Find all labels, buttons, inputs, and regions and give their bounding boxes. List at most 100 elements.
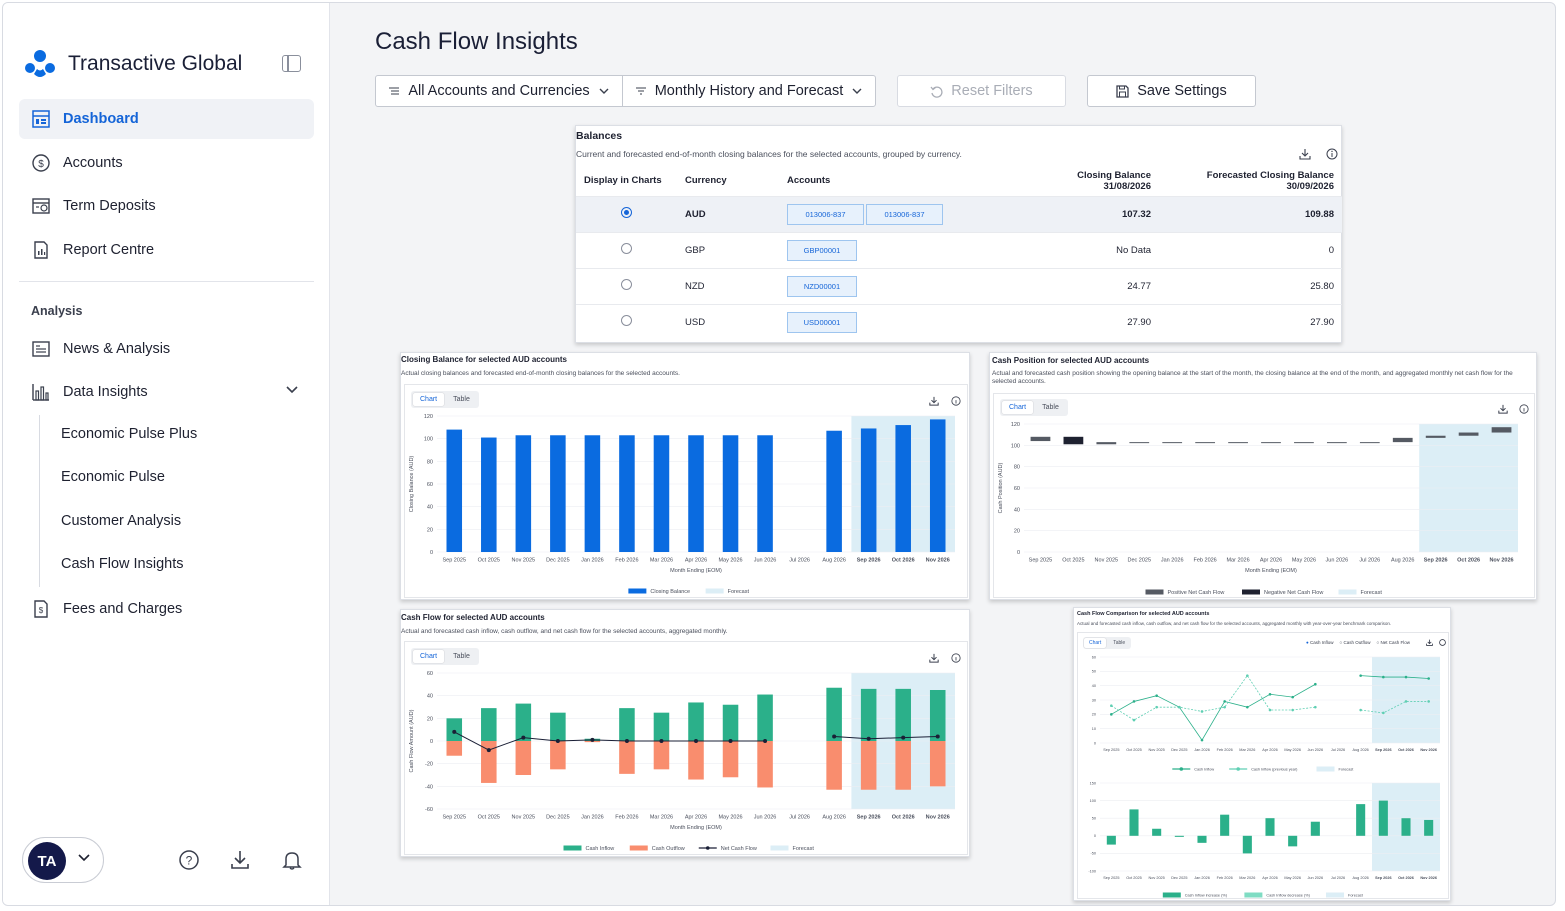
info-icon[interactable] [951,653,961,663]
table-row[interactable]: NZD NZD00001 24.77 25.80 [576,267,1342,304]
y-tick-label: -60 [425,807,433,813]
inflow-bar [757,694,773,741]
nav-accounts[interactable]: $ Accounts [19,143,314,183]
account-chip[interactable]: USD00001 [787,311,857,333]
account-chip[interactable]: 013006-837 [866,203,943,225]
legend-label: Closing Balance [650,589,690,595]
sidebar: Transactive Global Dashboard $ Accounts … [3,3,330,905]
save-settings-button[interactable]: Save Settings [1087,75,1256,107]
nav-term-deposits[interactable]: Term Deposits [19,186,314,226]
table-row[interactable]: USD USD00001 27.90 27.90 [576,303,1342,340]
tab-table[interactable]: Table [1113,640,1126,646]
legend-swatch [628,588,647,594]
help-icon[interactable]: ? [178,849,200,871]
nav-news-analysis[interactable]: News & Analysis [19,329,314,369]
net-flow-point [590,737,595,742]
nav-fees-charges[interactable]: $ Fees and Charges [19,589,314,629]
reset-filters-button[interactable]: Reset Filters [897,75,1066,107]
info-icon[interactable] [1519,404,1529,414]
compare-line-chart: 0 10 20 30 40 50 60 Sep 2025 Oct 2025 Nov 2025 Dec… [1092,655,1440,772]
account-chip[interactable]: GBP00001 [787,239,857,261]
compare-series-radios: ● Cash Inflow ○ Cash Outflow ○ Net Cash … [1306,640,1410,645]
inflow-bar [895,688,911,741]
table-row[interactable]: AUD 013006-837 013006-837 107.32 109.88 [576,195,1342,232]
inflow-bar [481,708,497,741]
display-radio[interactable] [621,243,632,254]
download-icon[interactable] [1426,639,1433,646]
tab-chart[interactable]: Chart [1084,638,1107,648]
x-tick-label: Dec 2025 [546,558,570,564]
y-tick-label: 80 [1014,465,1020,471]
tab-chart[interactable]: Chart [1002,401,1034,414]
download-icon[interactable] [229,849,251,871]
waterfall-bar [1063,436,1084,445]
tab-table[interactable]: Table [1042,404,1059,411]
bar-chart-icon [31,382,51,402]
display-radio[interactable] [621,315,632,327]
x-tick-label: Oct 2026 [892,558,915,564]
x-tick-label: Jul 2026 [789,558,810,564]
cash-flow-chart: -60 -40 -20 0 20 40 60 Sep 2025 Oct 2025 Nov 2025… [409,671,955,852]
tab-table[interactable]: Table [453,396,470,403]
filter-icon [635,87,646,95]
account-chip[interactable]: 013006-837 [787,203,864,225]
nav-report-centre[interactable]: Report Centre [19,230,314,270]
download-icon[interactable] [929,653,939,663]
series-point [1132,700,1136,703]
compare-title: Cash Flow Comparison for selected AUD ac… [1077,611,1210,617]
user-menu[interactable]: TA [22,837,104,883]
x-tick-label: Sep 2025 [1103,748,1119,752]
closing-cell: 107.32 [1019,195,1159,232]
series-point [1132,718,1136,722]
nav-dashboard[interactable]: Dashboard [19,99,314,139]
info-icon[interactable] [951,396,961,406]
y-tick-label: 120 [1011,422,1020,428]
outflow-bar [722,741,739,778]
display-radio[interactable] [621,207,632,218]
x-tick-label: Jul 2026 [1331,748,1345,752]
period-filter-dropdown[interactable]: Monthly History and Forecast [622,75,876,107]
download-icon[interactable] [1299,148,1311,160]
info-icon[interactable] [1326,148,1338,160]
legend-label: Forecast [728,589,750,595]
tab-chart[interactable]: Chart [413,650,445,663]
nav-economic-pulse[interactable]: Economic Pulse [61,469,165,485]
x-tick-label: Oct 2026 [1398,876,1414,880]
outflow-bar [481,741,497,783]
col-display: Display in Charts [584,175,662,187]
y-tick-label: 80 [427,459,433,465]
info-icon[interactable] [1439,639,1446,646]
legend-label: Cash Inflow [1194,767,1214,771]
y-tick-label: 0 [1094,834,1096,838]
legend-label: Net Cash Flow [721,846,757,852]
nav-data-insights[interactable]: Data Insights [19,372,314,412]
analysis-section-label: Analysis [31,304,83,318]
account-chip[interactable]: NZD00001 [787,275,857,297]
chevron-down-icon[interactable] [285,385,299,395]
tab-chart[interactable]: Chart [413,393,445,406]
x-tick-label: Nov 2025 [512,815,536,821]
save-settings-label: Save Settings [1137,83,1227,99]
tab-table[interactable]: Table [453,653,470,660]
download-icon[interactable] [929,396,939,406]
dashboard-icon [31,109,51,129]
accounts-filter-dropdown[interactable]: All Accounts and Currencies [375,75,623,107]
y-tick-label: 10 [1092,727,1096,731]
legend-swatch [629,845,648,851]
nav-customer-analysis[interactable]: Customer Analysis [61,513,182,529]
download-icon[interactable] [1498,404,1508,414]
radio-net-cash-flow[interactable]: ○ Net Cash Flow [1376,640,1410,645]
table-row[interactable]: GBP GBP00001 No Data 0 [576,231,1342,268]
nav-economic-pulse-plus[interactable]: Economic Pulse Plus [61,426,198,442]
bell-icon[interactable] [281,849,303,871]
nav-cash-flow-insights[interactable]: Cash Flow Insights [61,556,184,572]
display-radio[interactable] [621,279,632,290]
sidebar-divider [19,281,314,282]
legend-swatch [1236,767,1240,771]
svg-text:$: $ [39,606,44,615]
net-flow-point [555,739,560,743]
collapse-sidebar-icon[interactable] [282,55,301,72]
radio-cash-inflow[interactable]: ● Cash Inflow [1306,640,1334,645]
x-tick-label: May 2026 [1284,748,1301,752]
radio-cash-outflow[interactable]: ○ Cash Outflow [1339,640,1371,645]
